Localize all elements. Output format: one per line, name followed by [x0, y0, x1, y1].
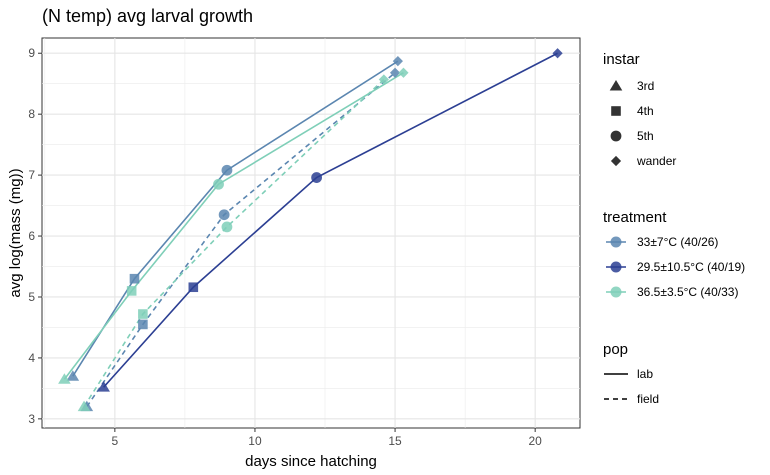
legend-instar-title: instar: [603, 51, 640, 68]
legend-treatment-items: 33±7°C (40/26) 29.5±10.5°C (40/19) 36.5±3.…: [606, 235, 745, 299]
data-point-4th: [129, 273, 140, 284]
y-tick-label: 4: [28, 351, 35, 365]
legend: instar 3rd 4th 5th wander treatment 33±7°C …: [603, 51, 745, 406]
x-tick-label: 20: [528, 434, 542, 448]
data-point-3rd: [58, 373, 71, 384]
x-tick-label: 15: [388, 434, 402, 448]
data-point-3rd: [77, 400, 91, 412]
data-point-wander: [552, 48, 563, 59]
series-line-field: [83, 78, 385, 408]
x-axis: 5 10 15 20: [112, 428, 542, 448]
legend-pop-title: pop: [603, 341, 628, 358]
legend-treatment-label: 33±7°C (40/26): [637, 235, 718, 249]
data-point-5th: [213, 178, 224, 190]
y-tick-label: 7: [28, 168, 35, 182]
y-axis-title: avg log(mass (mg)): [7, 168, 24, 297]
legend-instar-label: 5th: [637, 129, 654, 143]
legend-instar-label: 3rd: [637, 79, 654, 93]
legend-instar-key: [610, 155, 622, 167]
data-point-wander: [389, 67, 401, 78]
legend-instar-key: [611, 106, 621, 116]
y-tick-label: 6: [28, 229, 35, 243]
y-tick-label: 8: [28, 107, 35, 121]
gridlines: [42, 38, 580, 428]
series-line-field: [86, 72, 396, 408]
legend-pop-items: lab field: [604, 367, 659, 406]
plot-border: [41, 37, 581, 429]
data-point-wander: [398, 67, 409, 78]
legend-instar-items: 3rd 4th 5th wander: [609, 79, 676, 168]
series-line-lab: [103, 52, 558, 388]
series-points: [58, 48, 563, 412]
data-point-3rd: [97, 381, 110, 392]
y-axis: 3 4 5 6 7 8 9: [28, 46, 42, 426]
legend-instar-label: wander: [636, 154, 676, 168]
data-point-4th: [126, 286, 137, 296]
legend-pop-label: field: [637, 392, 659, 406]
x-tick-label: 5: [112, 434, 119, 448]
x-tick-label: 10: [248, 434, 262, 448]
data-point-4th: [188, 282, 199, 293]
x-axis-title: days since hatching: [245, 453, 377, 470]
chart-title: (N temp) avg larval growth: [42, 6, 253, 26]
y-tick-label: 5: [28, 290, 35, 304]
legend-instar-key: [609, 80, 623, 91]
data-point-4th: [138, 309, 148, 319]
legend-treatment-point: [610, 261, 622, 273]
data-point-5th: [218, 209, 230, 221]
data-point-3rd: [66, 370, 80, 381]
plot-panel: [41, 37, 581, 429]
legend-treatment-title: treatment: [603, 209, 667, 226]
data-point-5th: [311, 172, 323, 183]
legend-instar-label: 4th: [637, 104, 654, 118]
data-point-4th: [138, 319, 148, 330]
y-tick-label: 9: [28, 46, 35, 60]
y-tick-label: 3: [28, 412, 35, 426]
legend-treatment-label: 29.5±10.5°C (40/19): [637, 260, 745, 274]
series-line-lab: [63, 72, 404, 380]
legend-treatment-point: [610, 286, 622, 298]
legend-treatment-label: 36.5±3.5°C (40/33): [637, 285, 738, 299]
data-point-wander: [392, 56, 403, 67]
legend-instar-key: [610, 130, 622, 142]
data-point-5th: [221, 164, 233, 176]
series-lines: [63, 52, 558, 408]
data-point-wander: [378, 74, 389, 85]
data-point-5th: [221, 221, 233, 233]
legend-pop-label: lab: [637, 367, 653, 381]
legend-treatment-point: [610, 236, 622, 248]
